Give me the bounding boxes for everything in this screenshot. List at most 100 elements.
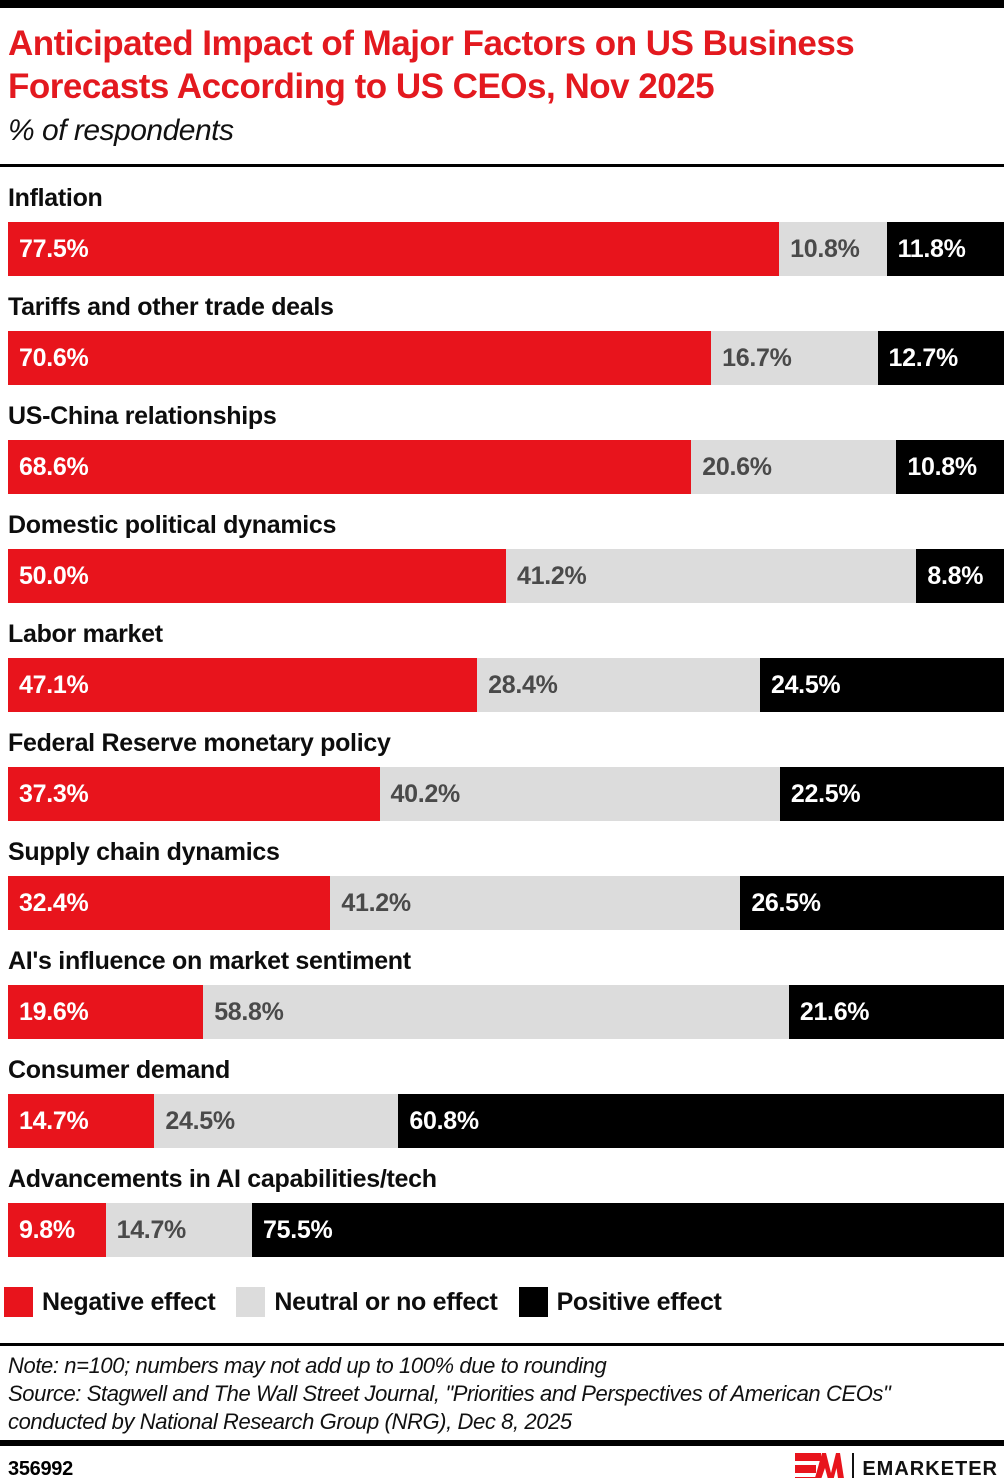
segment-value: 26.5%: [751, 888, 821, 917]
segment-positive-effect: 26.5%: [740, 876, 1004, 930]
notes-divider: [0, 1343, 1004, 1346]
segment-value: 8.8%: [927, 561, 984, 590]
category-label: AI's influence on market sentiment: [8, 947, 411, 975]
bar-row: Tariffs and other trade deals 70.6% 16.7% 1…: [8, 292, 1004, 385]
segment-value: 10.8%: [790, 234, 860, 263]
stacked-bar: 77.5% 10.8% 11.8%: [8, 222, 1004, 276]
bar-row: Inflation 77.5% 10.8% 11.8%: [8, 183, 1004, 276]
stacked-bar: 37.3% 40.2% 22.5%: [8, 767, 1004, 821]
segment-negative-effect: 77.5%: [8, 222, 780, 276]
note-line: Source: Stagwell and The Wall Street Jou…: [8, 1381, 891, 1406]
category-label: Inflation: [8, 184, 103, 212]
segment-value: 22.5%: [790, 779, 861, 808]
segment-value: 58.8%: [214, 997, 284, 1026]
segment-value: 70.6%: [19, 343, 89, 372]
category-label: Tariffs and other trade deals: [8, 293, 334, 321]
segment-value: 68.6%: [19, 452, 89, 481]
category-label: Domestic political dynamics: [8, 511, 337, 539]
segment-value: 9.8%: [19, 1215, 75, 1244]
stacked-bar: 50.0% 41.2% 8.8%: [8, 549, 1004, 603]
stacked-bar: 14.7% 24.5% 60.8%: [8, 1094, 1004, 1148]
bar-row: Advancements in AI capabilities/tech 9.8%…: [8, 1164, 1004, 1257]
legend-item-negative-effect: Negative effect: [4, 1287, 216, 1317]
category-label: Advancements in AI capabilities/tech: [8, 1165, 437, 1193]
header-divider: [0, 164, 1004, 167]
segment-value: 11.8%: [897, 234, 966, 263]
legend-swatch-icon: [236, 1287, 266, 1317]
segment-positive-effect: 11.8%: [886, 222, 1004, 276]
segment-neutral-or-no-effect: 41.2%: [330, 876, 741, 930]
segment-value: 28.4%: [488, 670, 558, 699]
stacked-bar: 9.8% 14.7% 75.5%: [8, 1203, 1004, 1257]
segment-negative-effect: 19.6%: [8, 985, 204, 1039]
legend-label: Negative effect: [42, 1287, 216, 1316]
note-line: Note: n=100; numbers may not add up to 1…: [8, 1353, 607, 1378]
segment-neutral-or-no-effect: 24.5%: [154, 1094, 399, 1148]
bar-row: Domestic political dynamics 50.0% 41.2% 8.8…: [8, 510, 1004, 603]
segment-neutral-or-no-effect: 20.6%: [691, 440, 897, 494]
chart-subtitle: % of respondents: [8, 114, 234, 147]
segment-value: 41.2%: [517, 561, 587, 590]
brand-lockup: EMARKETER: [795, 1451, 998, 1478]
segment-value: 75.5%: [263, 1215, 333, 1244]
bar-row: AI's influence on market sentiment 19.6% 5…: [8, 946, 1004, 1039]
segment-value: 19.6%: [19, 997, 89, 1026]
footer-divider: [0, 1440, 1004, 1446]
emarketer-logo-icon: [795, 1453, 845, 1478]
notes: Note: n=100; numbers may not add up to 1…: [0, 1346, 1004, 1436]
segment-negative-effect: 47.1%: [8, 658, 478, 712]
segment-value: 77.5%: [19, 234, 89, 263]
legend: Negative effect Neutral or no effect Posit…: [4, 1287, 1004, 1317]
segment-value: 32.4%: [19, 888, 89, 917]
segment-value: 47.1%: [19, 670, 89, 699]
chart-header: Anticipated Impact of Major Factors on U…: [0, 8, 1004, 150]
top-accent-bar: [0, 0, 1004, 8]
bar-row: Labor market 47.1% 28.4% 24.5%: [8, 619, 1004, 712]
segment-positive-effect: 60.8%: [398, 1094, 1004, 1148]
category-label: Labor market: [8, 620, 163, 648]
segment-positive-effect: 12.7%: [877, 331, 1004, 385]
segment-value: 41.2%: [341, 888, 411, 917]
segment-positive-effect: 21.6%: [788, 985, 1004, 1039]
segment-negative-effect: 70.6%: [8, 331, 712, 385]
category-label: Federal Reserve monetary policy: [8, 729, 391, 757]
segment-negative-effect: 9.8%: [8, 1203, 106, 1257]
bar-row: Supply chain dynamics 32.4% 41.2% 26.5%: [8, 837, 1004, 930]
segment-value: 16.7%: [722, 343, 792, 372]
legend-item-positive-effect: Positive effect: [518, 1287, 722, 1317]
legend-label: Positive effect: [556, 1287, 722, 1316]
segment-value: 12.7%: [888, 343, 959, 372]
legend-swatch-icon: [518, 1287, 548, 1317]
footer: 356992 EMARKETER: [0, 1446, 1004, 1478]
segment-neutral-or-no-effect: 28.4%: [477, 658, 760, 712]
segment-positive-effect: 22.5%: [779, 767, 1004, 821]
segment-value: 40.2%: [390, 779, 461, 808]
bar-chart: Inflation 77.5% 10.8% 11.8% Tariffs and othe…: [0, 183, 1004, 1257]
segment-negative-effect: 68.6%: [8, 440, 692, 494]
legend-swatch-icon: [4, 1287, 33, 1317]
segment-neutral-or-no-effect: 58.8%: [203, 985, 789, 1039]
segment-neutral-or-no-effect: 41.2%: [506, 549, 917, 603]
segment-negative-effect: 14.7%: [8, 1094, 155, 1148]
segment-value: 24.5%: [165, 1106, 235, 1135]
stacked-bar: 68.6% 20.6% 10.8%: [8, 440, 1004, 494]
segment-value: 60.8%: [409, 1106, 479, 1135]
legend-label: Neutral or no effect: [274, 1287, 498, 1316]
chart-id: 356992: [8, 1457, 73, 1478]
brand-divider: [852, 1453, 855, 1478]
segment-value: 24.5%: [770, 670, 841, 699]
segment-negative-effect: 50.0%: [8, 549, 506, 603]
segment-value: 37.3%: [19, 779, 89, 808]
bar-row: US-China relationships 68.6% 20.6% 10.8%: [8, 401, 1004, 494]
note-line: conducted by National Research Group (NR…: [8, 1409, 572, 1434]
segment-neutral-or-no-effect: 14.7%: [105, 1203, 252, 1257]
category-label: US-China relationships: [8, 402, 277, 430]
stacked-bar: 32.4% 41.2% 26.5%: [8, 876, 1004, 930]
segment-value: 10.8%: [907, 452, 977, 481]
category-label: Consumer demand: [8, 1056, 230, 1084]
segment-neutral-or-no-effect: 10.8%: [779, 222, 887, 276]
category-label: Supply chain dynamics: [8, 838, 280, 866]
stacked-bar: 19.6% 58.8% 21.6%: [8, 985, 1004, 1039]
segment-value: 20.6%: [702, 452, 772, 481]
